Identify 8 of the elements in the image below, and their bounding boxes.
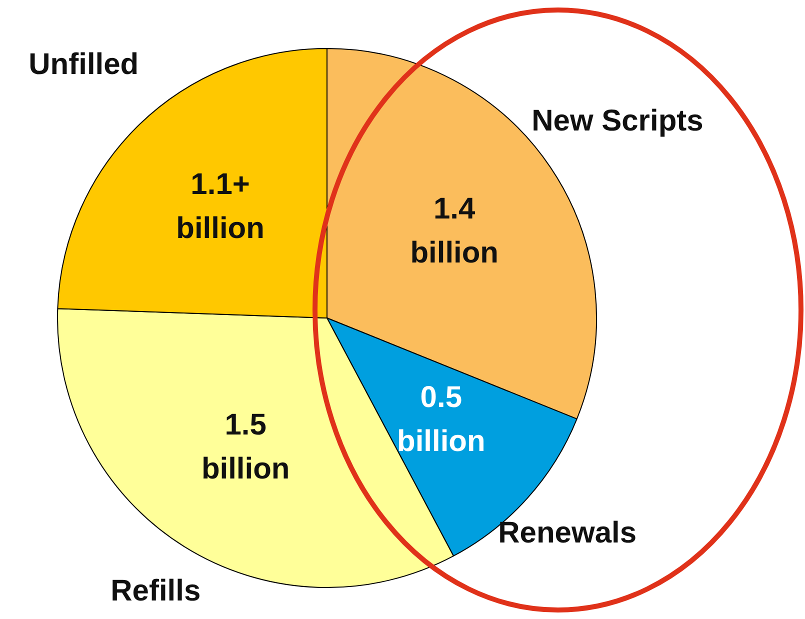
slice-label: Unfilled: [28, 48, 139, 82]
slice-label: New Scripts: [532, 104, 704, 138]
slice-label: Refills: [110, 574, 201, 608]
data-label: 1.5 billion: [201, 408, 290, 486]
data-label: 1.1+ billion: [176, 168, 264, 245]
data-label: 1.4 billion: [410, 192, 499, 270]
slice-label: Renewals: [498, 516, 637, 550]
data-label: 0.5 billion: [396, 381, 486, 458]
